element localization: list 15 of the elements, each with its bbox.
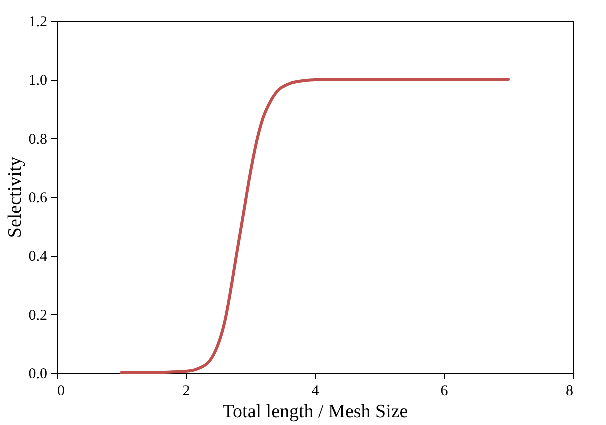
x-tick-label: 4 [312,384,320,400]
x-tick-label: 8 [566,384,574,400]
y-tick-label: 0.4 [28,249,48,266]
x-tick-label: 0 [58,384,65,400]
y-tick-label: 0.2 [28,308,48,324]
line-series [120,78,510,374]
x-axis-title: Total length / Mesh Size [222,402,408,422]
y-tick-label: 1.2 [28,14,48,30]
x-tick-label: 2 [182,384,190,400]
y-tick-label: 0.8 [28,132,48,148]
y-tick-label: 1.0 [28,73,48,90]
y-tick-label: 0.0 [28,366,48,382]
y-tick-label: 0.6 [28,190,48,206]
x-tick-label: 6 [440,384,449,400]
y-axis-title: Selectivity [4,156,26,238]
